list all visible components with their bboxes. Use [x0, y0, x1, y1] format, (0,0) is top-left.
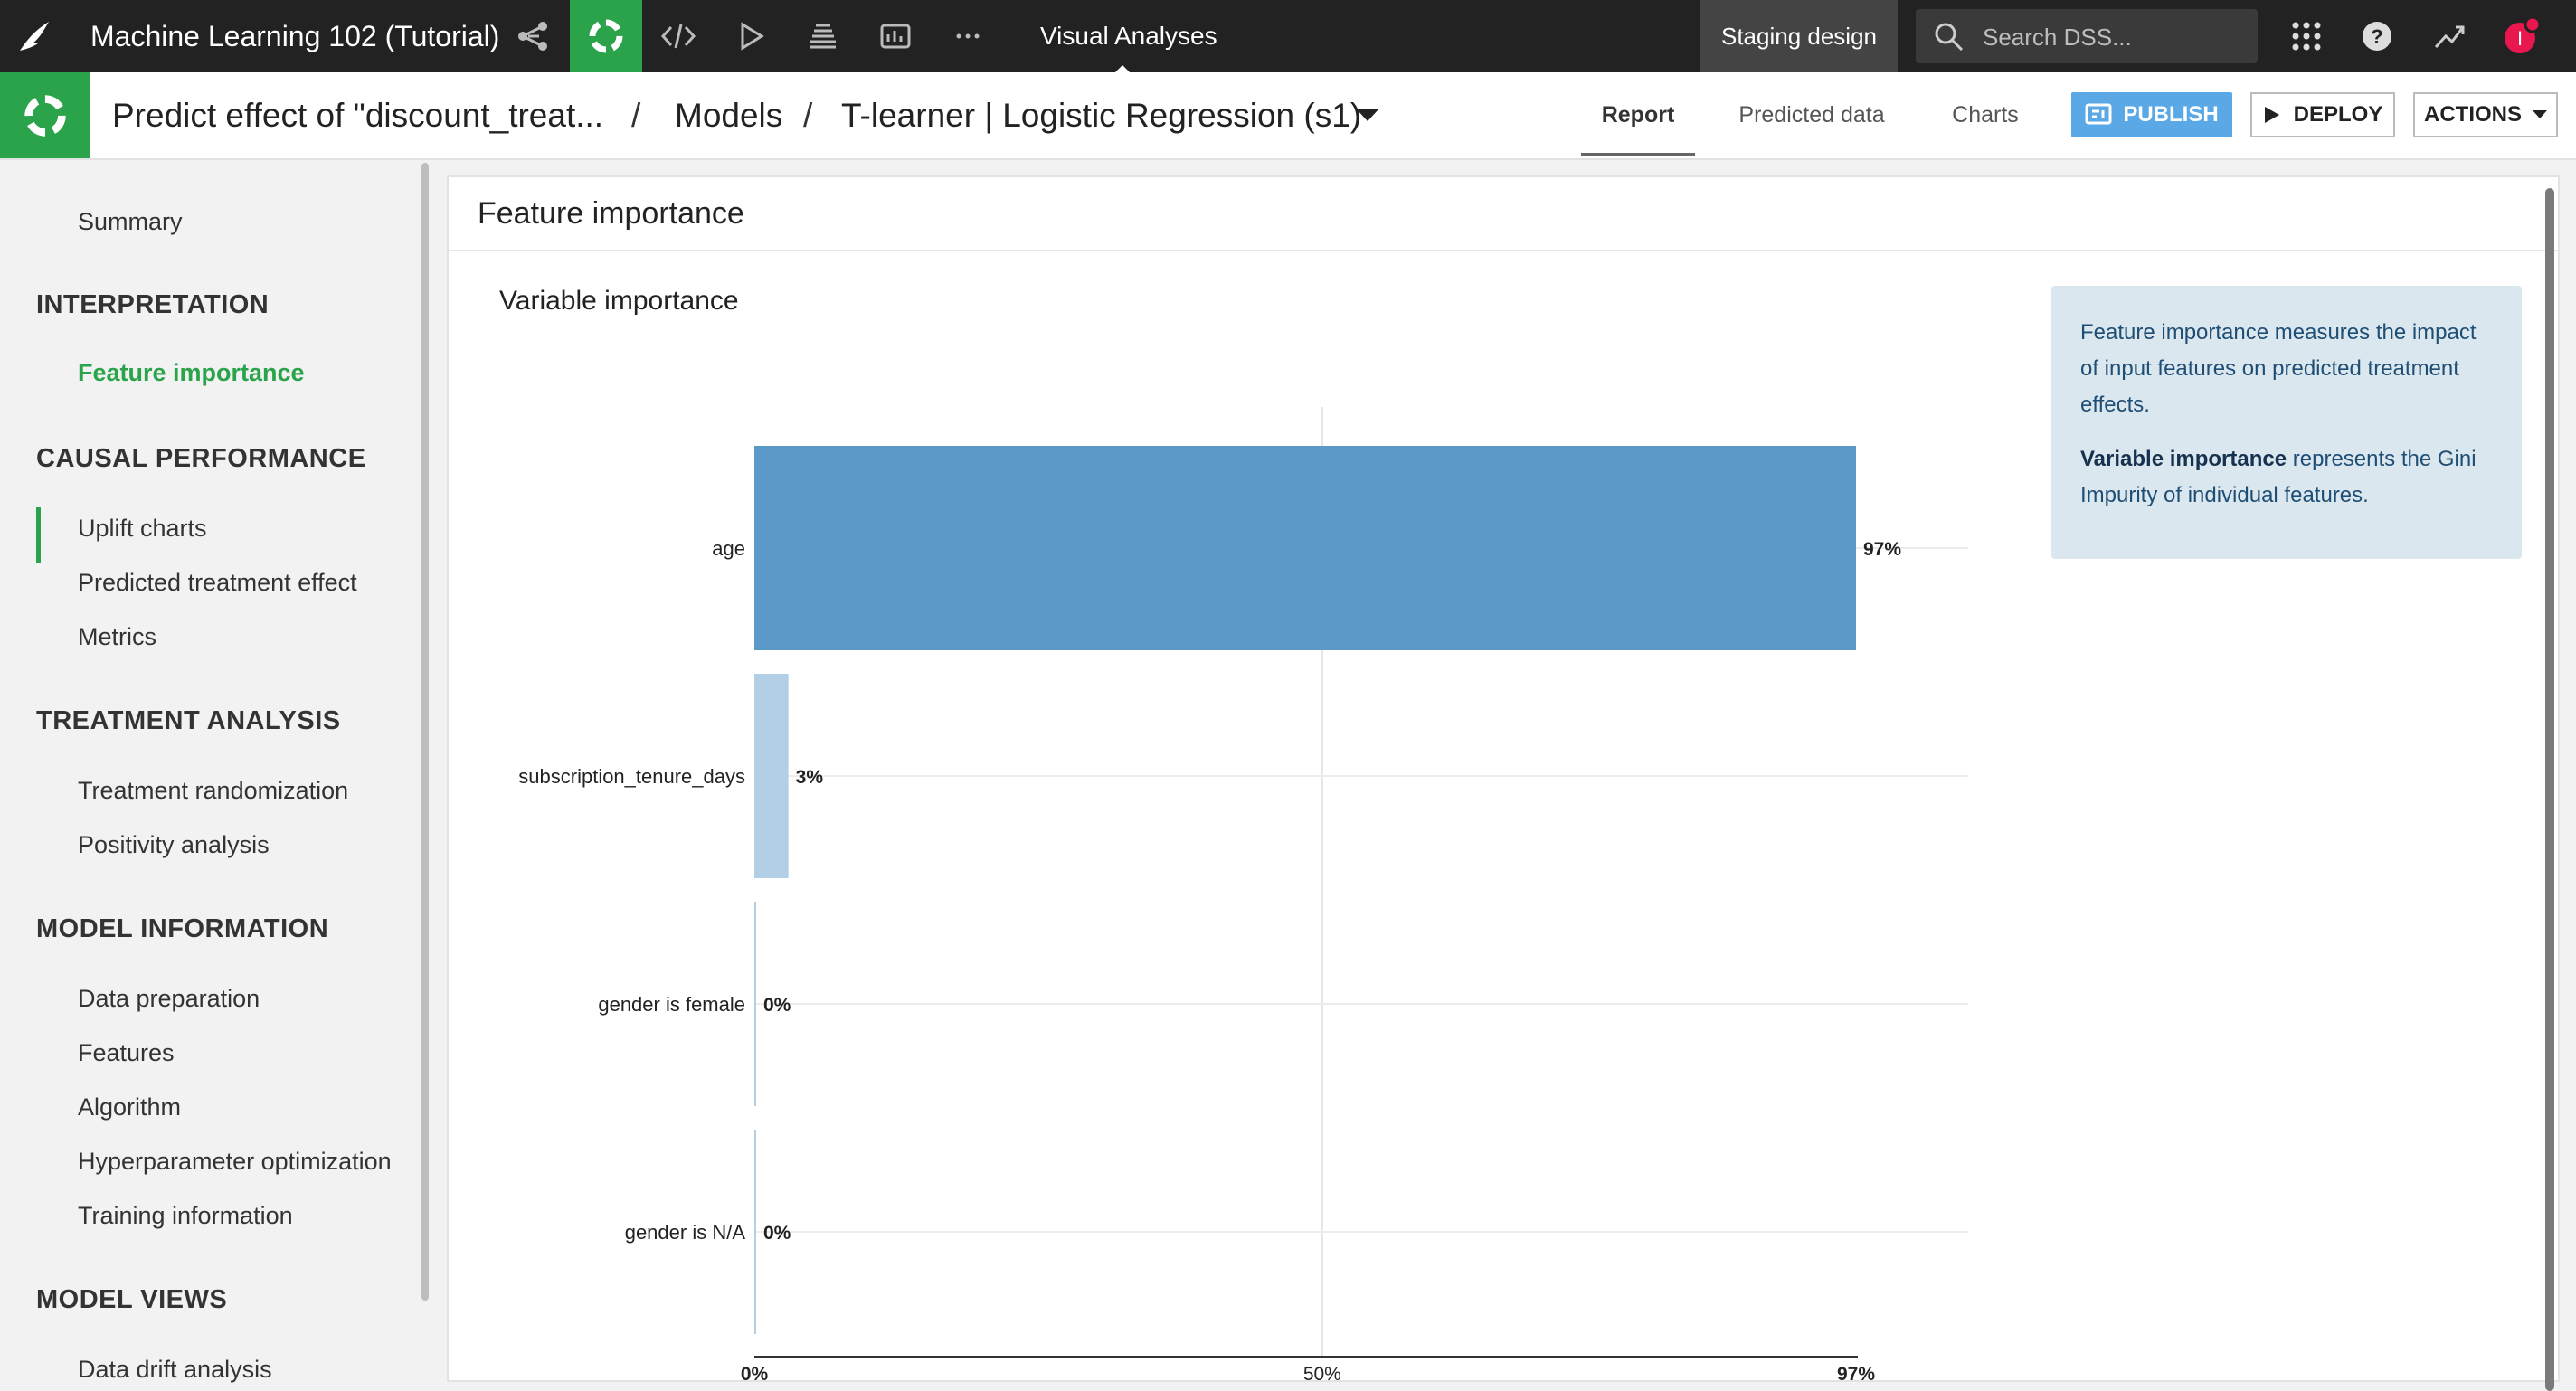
- data-label: 3%: [796, 767, 824, 788]
- data-label: 0%: [763, 1223, 791, 1244]
- info-text-1: Feature importance measures the impact o…: [2080, 320, 2477, 417]
- data-label: 0%: [763, 995, 791, 1016]
- play-icon: [2264, 107, 2279, 123]
- tab-predicted-data[interactable]: Predicted data: [1738, 102, 1885, 128]
- search-box[interactable]: [1916, 9, 2258, 65]
- deploy-button[interactable]: DEPLOY: [2250, 92, 2395, 137]
- main-scrollbar[interactable]: [2545, 188, 2554, 1391]
- dashboard-publish-icon: [2085, 103, 2112, 125]
- sidebar-active-indicator: [36, 507, 41, 563]
- sidebar-section-treatment-analysis: TREATMENT ANALYSIS: [36, 706, 341, 735]
- model-header-bar: Predict effect of "discount_treat... / M…: [0, 72, 2576, 160]
- bar-0: [754, 446, 1856, 650]
- x-tick-label: 50%: [1303, 1364, 1341, 1384]
- sidebar-item-hyperparameter-optimization[interactable]: Hyperparameter optimization: [78, 1148, 392, 1175]
- deploy-stack-icon[interactable]: [803, 16, 843, 56]
- actions-button[interactable]: ACTIONS: [2413, 92, 2558, 137]
- lab-icon[interactable]: [0, 72, 90, 158]
- sidebar-section-interpretation: INTERPRETATION: [36, 290, 270, 319]
- sidebar-item-feature-importance[interactable]: Feature importance: [78, 359, 305, 386]
- sidebar-item-algorithm[interactable]: Algorithm: [78, 1093, 182, 1121]
- dataiku-bird-icon[interactable]: [14, 16, 54, 56]
- info-text-2-rest: represents the Gini Impurity of individu…: [2080, 447, 2477, 507]
- breadcrumb-model[interactable]: T-learner | Logistic Regression (s1): [841, 97, 1362, 134]
- model-dropdown-icon[interactable]: [1357, 109, 1378, 121]
- report-sidebar: Summary INTERPRETATION Feature importanc…: [0, 160, 432, 1383]
- sidebar-item-features[interactable]: Features: [78, 1039, 175, 1066]
- info-bold: Variable importance: [2080, 447, 2287, 471]
- tab-charts[interactable]: Charts: [1952, 102, 2019, 128]
- tab-report[interactable]: Report: [1601, 102, 1675, 128]
- info-text-2: Variable importance represents the Gini …: [2080, 441, 2493, 514]
- title-divider: [449, 250, 2558, 251]
- data-label: 97%: [1863, 539, 1901, 560]
- bar-2: [754, 902, 756, 1106]
- y-tick-label: gender is female: [598, 993, 745, 1016]
- dashboard-icon[interactable]: [876, 16, 915, 56]
- y-tick-label: age: [712, 537, 745, 560]
- instance-label[interactable]: Staging design: [1700, 0, 1898, 72]
- apps-grid-icon[interactable]: [2287, 16, 2326, 56]
- flow-icon[interactable]: [514, 16, 554, 56]
- visual-analyses-menu[interactable]: Visual Analyses: [1040, 22, 1217, 50]
- avatar-initial: I: [2517, 27, 2523, 50]
- x-tick-label: 97%: [1837, 1364, 1875, 1384]
- breadcrumb-separator: /: [631, 97, 641, 134]
- active-tab-indicator: [1581, 153, 1695, 156]
- user-avatar-icon[interactable]: I: [2502, 16, 2542, 56]
- y-tick-label: subscription_tenure_days: [518, 765, 745, 788]
- sidebar-section-causal-performance: CAUSAL PERFORMANCE: [36, 444, 366, 473]
- run-icon[interactable]: [731, 16, 771, 56]
- deploy-label: DEPLOY: [2293, 102, 2383, 127]
- search-icon: [1935, 23, 1964, 52]
- sidebar-item-summary[interactable]: Summary: [78, 208, 183, 235]
- sidebar-item-training-information[interactable]: Training information: [78, 1202, 293, 1229]
- actions-label: ACTIONS: [2424, 102, 2522, 127]
- top-navbar: Machine Learning 102 (Tutorial) Visual A…: [0, 0, 2576, 73]
- sidebar-item-treatment-randomization[interactable]: Treatment randomization: [78, 777, 349, 804]
- code-icon[interactable]: [658, 16, 698, 56]
- info-box: Feature importance measures the impact o…: [2051, 286, 2522, 559]
- x-tick-label: 0%: [741, 1364, 769, 1384]
- publish-label: PUBLISH: [2123, 102, 2219, 127]
- bar-1: [754, 674, 789, 878]
- activity-trend-icon[interactable]: [2429, 16, 2469, 56]
- page-title: Feature importance: [478, 196, 744, 231]
- breadcrumb-analysis[interactable]: Predict effect of "discount_treat...: [112, 97, 604, 134]
- publish-button[interactable]: PUBLISH: [2071, 92, 2232, 137]
- sidebar-item-uplift-charts[interactable]: Uplift charts: [78, 515, 207, 542]
- lab-icon[interactable]: [570, 0, 642, 72]
- svg-text:?: ?: [2371, 25, 2382, 48]
- sidebar-item-data-preparation[interactable]: Data preparation: [78, 985, 260, 1012]
- chevron-down-icon: [2533, 110, 2547, 118]
- breadcrumb-separator: /: [803, 97, 813, 134]
- sidebar-section-model-information: MODEL INFORMATION: [36, 914, 329, 943]
- chart-title: Variable importance: [499, 286, 739, 316]
- more-icon[interactable]: [948, 16, 988, 56]
- variable-importance-chart: age 97% subscription_tenure_days 3% gender i…: [518, 407, 1968, 1384]
- sidebar-item-positivity-analysis[interactable]: Positivity analysis: [78, 831, 270, 858]
- active-section-caret: [1114, 65, 1131, 73]
- sidebar-item-metrics[interactable]: Metrics: [78, 623, 156, 650]
- y-tick-label: gender is N/A: [625, 1221, 746, 1244]
- sidebar-section-model-views: MODEL VIEWS: [36, 1285, 228, 1314]
- help-icon[interactable]: ?: [2357, 16, 2397, 56]
- search-input[interactable]: [1981, 9, 2247, 65]
- feature-importance-panel: Feature importance Variable importance a…: [447, 175, 2560, 1391]
- sidebar-item-data-drift-analysis[interactable]: Data drift analysis: [78, 1356, 272, 1383]
- bar-3: [754, 1130, 756, 1334]
- breadcrumb-models[interactable]: Models: [675, 97, 783, 134]
- sidebar-scrollbar[interactable]: [421, 163, 429, 1301]
- sidebar-item-predicted-treatment-effect[interactable]: Predicted treatment effect: [78, 569, 357, 596]
- project-title[interactable]: Machine Learning 102 (Tutorial): [90, 20, 500, 52]
